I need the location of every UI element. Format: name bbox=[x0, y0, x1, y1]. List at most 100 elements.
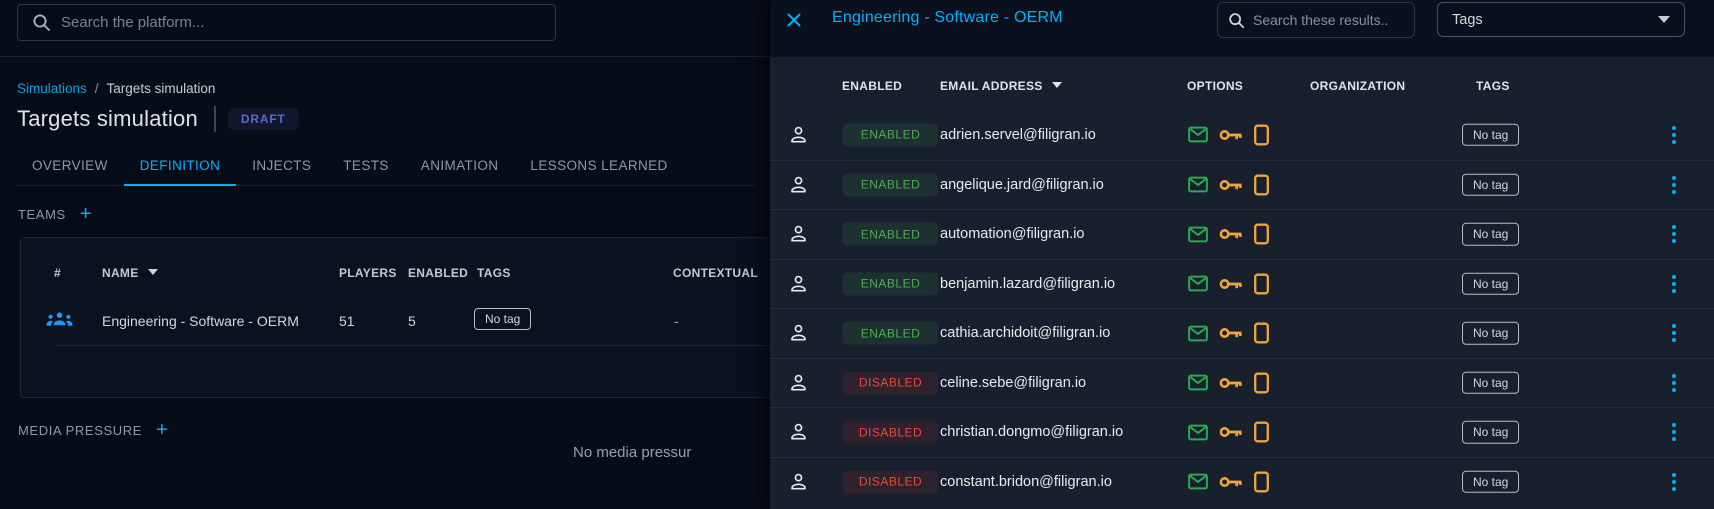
team-contextual: - bbox=[674, 313, 679, 329]
email-icon bbox=[1188, 473, 1208, 490]
player-row: ENABLED adrien.servel@filigran.io No tag bbox=[770, 110, 1714, 160]
teams-col-enabled[interactable]: ENABLED bbox=[408, 266, 469, 280]
teams-section-header: TEAMS + bbox=[18, 204, 91, 224]
player-row: ENABLED benjamin.lazard@filigran.io No t… bbox=[770, 258, 1714, 309]
players-col-options[interactable]: OPTIONS bbox=[1187, 79, 1244, 93]
breadcrumb-current: Targets simulation bbox=[106, 81, 216, 96]
tab-animation[interactable]: ANIMATION bbox=[420, 158, 499, 173]
tag-chip: No tag bbox=[1462, 173, 1520, 196]
platform-search[interactable] bbox=[17, 4, 556, 41]
tab-overview[interactable]: OVERVIEW bbox=[32, 158, 108, 173]
status-badge: ENABLED bbox=[843, 321, 938, 345]
key-icon bbox=[1219, 227, 1243, 242]
email-icon bbox=[1188, 126, 1208, 143]
players-col-email[interactable]: EMAIL ADDRESS bbox=[940, 79, 1062, 93]
add-team-icon[interactable]: + bbox=[79, 203, 92, 225]
kebab-menu-icon[interactable] bbox=[1666, 472, 1682, 491]
player-row: ENABLED cathia.archidoit@filigran.io No … bbox=[770, 308, 1714, 358]
phone-icon bbox=[1254, 174, 1269, 196]
team-name[interactable]: Engineering - Software - OERM bbox=[102, 313, 299, 329]
key-icon bbox=[1219, 375, 1243, 390]
person-icon bbox=[788, 224, 809, 245]
person-icon bbox=[788, 422, 809, 443]
chevron-down-icon bbox=[1658, 16, 1670, 23]
close-icon[interactable] bbox=[782, 8, 806, 32]
phone-icon bbox=[1254, 273, 1269, 295]
results-search[interactable] bbox=[1217, 2, 1415, 38]
page-title-row: Targets simulation DRAFT bbox=[17, 104, 299, 134]
players-col-organization[interactable]: ORGANIZATION bbox=[1310, 79, 1406, 93]
player-email: celine.sebe@filigran.io bbox=[940, 374, 1087, 391]
breadcrumb-simulations-link[interactable]: Simulations bbox=[17, 81, 87, 96]
breadcrumb-separator: / bbox=[94, 81, 99, 96]
kebab-menu-icon[interactable] bbox=[1666, 373, 1682, 392]
email-icon bbox=[1188, 424, 1208, 441]
player-options bbox=[1188, 322, 1269, 344]
teams-col-contextual[interactable]: CONTEXTUAL bbox=[673, 266, 758, 280]
add-media-pressure-icon[interactable]: + bbox=[155, 419, 168, 441]
team-tag-chip: No tag bbox=[474, 308, 532, 331]
tab-lessons-learned[interactable]: LESSONS LEARNED bbox=[530, 158, 668, 173]
player-email: constant.bridon@filigran.io bbox=[940, 473, 1112, 490]
phone-icon bbox=[1254, 322, 1269, 344]
player-row: ENABLED angelique.jard@filigran.io No ta… bbox=[770, 159, 1714, 210]
kebab-menu-icon[interactable] bbox=[1666, 274, 1682, 293]
status-badge: DRAFT bbox=[227, 108, 299, 130]
player-options bbox=[1188, 471, 1269, 493]
tag-chip: No tag bbox=[1462, 123, 1520, 146]
phone-icon bbox=[1254, 471, 1269, 493]
status-badge: ENABLED bbox=[843, 123, 938, 147]
simulation-tabs: OVERVIEW DEFINITION INJECTS TESTS ANIMAT… bbox=[16, 146, 756, 186]
status-badge: ENABLED bbox=[843, 272, 938, 296]
players-col-tags[interactable]: TAGS bbox=[1476, 79, 1510, 93]
kebab-menu-icon[interactable] bbox=[1666, 225, 1682, 244]
phone-icon bbox=[1254, 124, 1269, 146]
player-options bbox=[1188, 223, 1269, 245]
teams-col-num: # bbox=[54, 266, 61, 280]
player-options bbox=[1188, 372, 1269, 394]
teams-col-players[interactable]: PLAYERS bbox=[339, 266, 397, 280]
drawer-header: Engineering - Software - OERM Tags bbox=[770, 0, 1714, 57]
media-pressure-section-header: MEDIA PRESSURE + bbox=[18, 420, 168, 440]
players-rows: ENABLED adrien.servel@filigran.io No tag… bbox=[770, 110, 1714, 506]
teams-col-name[interactable]: NAME bbox=[102, 266, 158, 280]
team-enabled: 5 bbox=[408, 313, 416, 329]
key-icon bbox=[1219, 127, 1243, 142]
teams-section-label: TEAMS bbox=[18, 206, 66, 222]
search-icon bbox=[32, 13, 51, 32]
player-email: benjamin.lazard@filigran.io bbox=[940, 275, 1116, 292]
tags-filter-select[interactable]: Tags bbox=[1437, 2, 1685, 37]
player-email: angelique.jard@filigran.io bbox=[940, 176, 1104, 193]
player-options bbox=[1188, 174, 1269, 196]
team-players-drawer: Engineering - Software - OERM Tags ENABL… bbox=[770, 0, 1714, 509]
player-options bbox=[1188, 124, 1269, 146]
person-icon bbox=[788, 372, 809, 393]
email-icon bbox=[1188, 226, 1208, 243]
platform-search-input[interactable] bbox=[61, 14, 541, 31]
tab-definition[interactable]: DEFINITION bbox=[123, 146, 237, 186]
players-col-enabled[interactable]: ENABLED bbox=[842, 79, 903, 93]
person-icon bbox=[788, 174, 809, 195]
person-icon bbox=[788, 471, 809, 492]
search-icon bbox=[1228, 12, 1245, 29]
kebab-menu-icon[interactable] bbox=[1666, 175, 1682, 194]
kebab-menu-icon[interactable] bbox=[1666, 125, 1682, 144]
tab-injects[interactable]: INJECTS bbox=[252, 158, 312, 173]
kebab-menu-icon[interactable] bbox=[1666, 423, 1682, 442]
player-email: cathia.archidoit@filigran.io bbox=[940, 325, 1111, 342]
status-badge: ENABLED bbox=[843, 222, 938, 246]
phone-icon bbox=[1254, 223, 1269, 245]
key-icon bbox=[1219, 425, 1243, 440]
key-icon bbox=[1219, 276, 1243, 291]
key-icon bbox=[1219, 177, 1243, 192]
email-icon bbox=[1188, 374, 1208, 391]
media-pressure-empty-text: No media pressur bbox=[573, 444, 692, 461]
teams-col-tags[interactable]: TAGS bbox=[477, 266, 511, 280]
email-icon bbox=[1188, 325, 1208, 342]
person-icon bbox=[788, 273, 809, 294]
status-badge: DISABLED bbox=[843, 420, 938, 444]
email-icon bbox=[1188, 275, 1208, 292]
kebab-menu-icon[interactable] bbox=[1666, 324, 1682, 343]
results-search-input[interactable] bbox=[1253, 12, 1404, 28]
tab-tests[interactable]: TESTS bbox=[343, 158, 389, 173]
